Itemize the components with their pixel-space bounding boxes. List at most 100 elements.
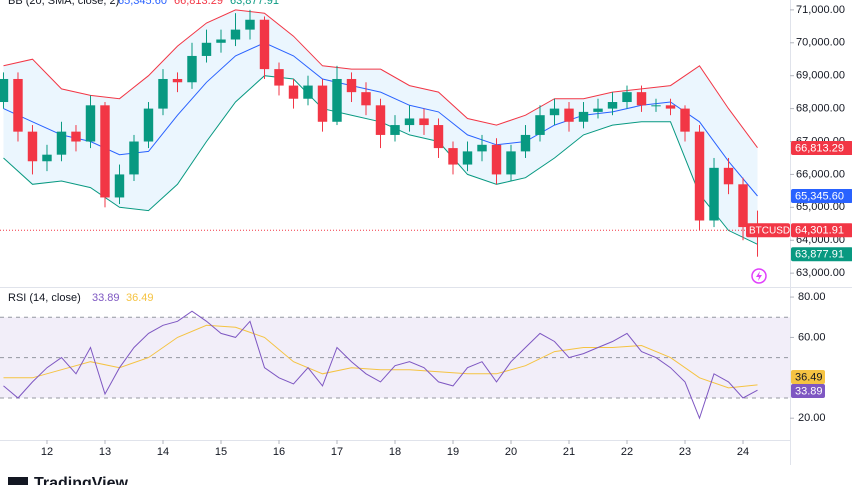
y-tick-label: 68,000.00 xyxy=(796,103,845,115)
rsi-line xyxy=(3,310,758,420)
indicator-value: 65,345.60 xyxy=(118,0,167,7)
candle-body xyxy=(520,134,531,152)
indicator-name: BB (20, SMA, close, 2) xyxy=(8,0,119,7)
x-tick-label: 19 xyxy=(447,446,459,458)
candle-body xyxy=(42,154,52,162)
x-tick-label: 21 xyxy=(563,446,575,458)
y-tick-label: 69,000.00 xyxy=(796,70,845,82)
x-tick-label: 15 xyxy=(215,446,227,458)
candle-body xyxy=(375,105,386,135)
candle-body xyxy=(448,148,458,165)
x-tick-label: 24 xyxy=(737,446,749,458)
candle-body xyxy=(230,29,241,40)
candle-body xyxy=(636,92,647,106)
candle-body xyxy=(27,131,38,162)
candle-body xyxy=(607,102,618,109)
symbol-label: BTCUSD xyxy=(749,225,790,236)
candle-body xyxy=(361,92,371,106)
candle-body xyxy=(158,78,168,109)
candle-body xyxy=(317,85,328,122)
rsi-header-value: 36.49 xyxy=(126,292,154,304)
candle-body xyxy=(404,118,415,126)
candle-body xyxy=(462,151,473,165)
event-icon-bolt xyxy=(756,271,762,281)
candle-body xyxy=(738,184,748,228)
brand: TradingView xyxy=(34,475,129,485)
candle-body xyxy=(709,167,719,221)
band-line xyxy=(3,42,758,197)
indicator-value: 66,813.29 xyxy=(174,0,223,7)
candle-body xyxy=(433,125,444,149)
candle-body xyxy=(346,78,357,93)
y-tick-label: 65,000.00 xyxy=(796,201,845,213)
candle-body xyxy=(506,151,516,175)
y-tick-label: 71,000.00 xyxy=(796,4,845,16)
candle-body xyxy=(622,92,632,103)
candle-body xyxy=(593,108,603,112)
rsi-label-box xyxy=(791,370,825,384)
candle-body xyxy=(477,144,487,152)
brand-logo xyxy=(8,477,28,485)
candle-body xyxy=(85,105,96,142)
candle-body xyxy=(549,108,560,116)
candle-body xyxy=(201,42,212,56)
candle-body xyxy=(332,78,342,122)
x-tick-label: 14 xyxy=(157,446,169,458)
candle-body xyxy=(578,111,589,122)
candle-body xyxy=(259,19,270,70)
candle-body xyxy=(172,78,183,83)
candle-body xyxy=(216,39,226,43)
candle-body xyxy=(129,141,139,175)
candle-body xyxy=(419,118,429,126)
price-label-box xyxy=(791,141,852,155)
rsi-label: 36.49 xyxy=(795,371,823,383)
candle-body xyxy=(56,131,67,155)
x-tick-label: 22 xyxy=(621,446,633,458)
candle-body xyxy=(100,105,110,198)
candle-body xyxy=(390,125,400,135)
x-tick-label: 18 xyxy=(389,446,401,458)
rsi-title: RSI (14, close) xyxy=(8,292,81,304)
x-tick-label: 16 xyxy=(273,446,285,458)
candle-body xyxy=(274,69,284,86)
rsi-label-box xyxy=(791,384,825,398)
y-tick-label: 70,000.00 xyxy=(796,37,845,49)
candle-body xyxy=(535,115,545,135)
candle-body xyxy=(245,19,255,30)
y-tick-label: 66,000.00 xyxy=(796,168,845,180)
candle-body xyxy=(665,105,676,109)
rsi-label: 33.89 xyxy=(795,385,823,397)
candle-body xyxy=(13,78,23,132)
price-label: 66,813.29 xyxy=(795,142,844,154)
candle-body xyxy=(303,85,313,99)
price-label-box xyxy=(791,188,852,203)
symbol-box xyxy=(746,223,790,238)
x-tick-label: 23 xyxy=(679,446,691,458)
x-tick-label: 17 xyxy=(331,446,343,458)
candle-body xyxy=(71,131,81,142)
price-label-box xyxy=(791,247,852,262)
candle-body xyxy=(651,105,661,107)
candle-body xyxy=(187,55,197,83)
price-label: 64,301.91 xyxy=(795,225,844,237)
price-label: 63,877.91 xyxy=(795,249,844,261)
candle-body xyxy=(694,131,705,221)
candle-body xyxy=(143,108,154,142)
candle-body xyxy=(723,167,734,185)
price-label: 65,345.60 xyxy=(795,190,844,202)
candle-body xyxy=(564,108,574,122)
event-icon[interactable] xyxy=(751,268,767,284)
candle-body xyxy=(491,144,502,175)
candle-body xyxy=(288,85,299,99)
price-label-box xyxy=(791,223,852,238)
rsi-tick-label: 60.00 xyxy=(798,331,826,343)
rsi-header-value: 33.89 xyxy=(92,292,120,304)
candle-body xyxy=(680,108,690,132)
rsi-line xyxy=(3,324,758,389)
y-tick-label: 63,000.00 xyxy=(796,267,845,279)
rsi-tick-label: 80.00 xyxy=(798,291,826,303)
x-tick-label: 13 xyxy=(99,446,111,458)
band-line xyxy=(3,9,758,148)
